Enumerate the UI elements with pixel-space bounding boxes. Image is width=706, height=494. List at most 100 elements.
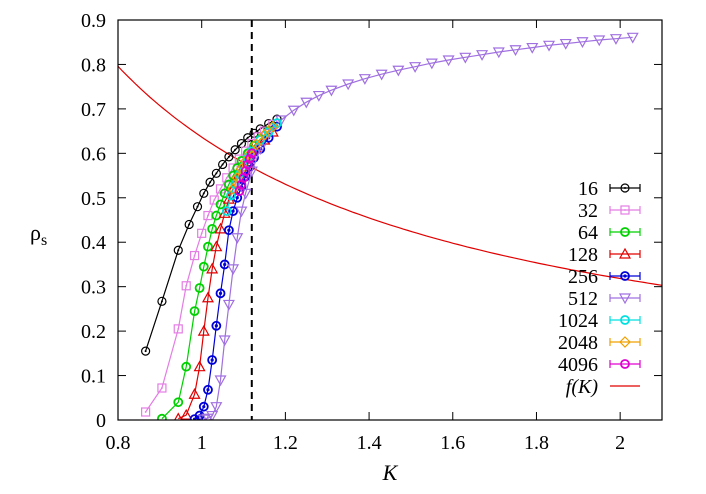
series-256-point bbox=[228, 206, 238, 217]
series-32-point bbox=[189, 250, 200, 261]
series-256-point-dot bbox=[206, 388, 210, 392]
series-32-point-dot bbox=[185, 284, 188, 287]
series-32-point bbox=[197, 228, 207, 238]
series-32-point-dot bbox=[219, 187, 222, 190]
series-512-point bbox=[576, 37, 589, 49]
series-16-point-dot bbox=[177, 249, 180, 252]
series-32-point bbox=[181, 281, 191, 291]
series-16-point-dot bbox=[215, 172, 218, 175]
legend-marker bbox=[620, 359, 630, 369]
series-32-point-dot bbox=[200, 232, 203, 235]
x-tick-label: 1.2 bbox=[273, 432, 298, 454]
plot-area bbox=[118, 20, 662, 420]
series-512-point bbox=[312, 90, 325, 102]
series-64-point bbox=[215, 199, 226, 210]
series-512-point bbox=[542, 40, 556, 52]
series-512-point bbox=[287, 105, 300, 117]
series-16-point-dot bbox=[202, 192, 205, 195]
series-32-point bbox=[173, 324, 183, 334]
series-512-point bbox=[559, 38, 572, 50]
legend-marker bbox=[619, 336, 631, 348]
series-512-point bbox=[459, 52, 472, 64]
series-256-point-dot bbox=[227, 228, 231, 232]
series-16-point-dot bbox=[196, 205, 199, 208]
series-32-point-dot bbox=[193, 254, 196, 257]
series-512-point bbox=[375, 69, 388, 81]
x-tick-label: 0.8 bbox=[106, 432, 131, 454]
series-512-point bbox=[227, 264, 240, 276]
plot-frame bbox=[117, 19, 663, 421]
legend-label: 128 bbox=[568, 244, 598, 266]
series-256-point bbox=[198, 401, 209, 412]
y-tick-label: 0.9 bbox=[81, 10, 106, 32]
x-tick-label: 1.6 bbox=[440, 432, 465, 454]
legend-label: f(K) bbox=[566, 376, 599, 398]
series-256-point bbox=[211, 320, 222, 331]
series-32-point-dot bbox=[225, 176, 228, 179]
series-64-point bbox=[194, 283, 205, 293]
series-256-point-dot bbox=[214, 324, 218, 328]
series-128-point bbox=[210, 240, 223, 252]
series-256-point bbox=[223, 225, 234, 236]
y-tick-label: 0.7 bbox=[81, 99, 106, 121]
legend-marker bbox=[620, 183, 630, 193]
legend-marker bbox=[618, 293, 632, 305]
series-128-point bbox=[218, 207, 231, 218]
series-16-point bbox=[184, 219, 194, 230]
series-64-point bbox=[198, 261, 209, 272]
x-axis-label: K bbox=[382, 460, 399, 485]
legend-label: 4096 bbox=[558, 354, 598, 376]
series-32-point bbox=[209, 195, 219, 205]
legend-marker bbox=[620, 227, 630, 237]
series-16-point-dot bbox=[240, 142, 243, 145]
series-64-point bbox=[181, 361, 192, 372]
y-axis-label: ρs bbox=[30, 220, 47, 249]
legend-marker bbox=[620, 205, 630, 215]
series-1024-point bbox=[221, 206, 232, 217]
series-2048-point bbox=[266, 120, 279, 133]
series-32-point-dot bbox=[144, 411, 147, 413]
series-16-point-dot bbox=[227, 155, 230, 158]
series-512-point bbox=[210, 402, 223, 413]
series-256-point-dot bbox=[223, 262, 227, 267]
series-256-point bbox=[207, 355, 218, 365]
series-256-point bbox=[215, 288, 226, 299]
series-4096-point bbox=[247, 148, 257, 159]
series-512-point bbox=[218, 335, 231, 347]
series-16-point bbox=[192, 202, 203, 212]
series-128-point bbox=[214, 222, 227, 234]
series-512-point bbox=[235, 206, 248, 218]
series-16-point bbox=[211, 168, 221, 178]
series-512-point bbox=[509, 45, 522, 57]
series-32-point bbox=[157, 383, 167, 393]
legend-label: 64 bbox=[578, 222, 598, 244]
y-tick-label: 0.2 bbox=[81, 321, 106, 343]
series-512-point bbox=[626, 32, 639, 44]
series-512-point bbox=[442, 55, 455, 67]
series-16-point bbox=[230, 145, 240, 155]
series-16-point-dot bbox=[188, 223, 191, 226]
x-tick-label: 1.4 bbox=[357, 432, 382, 454]
series-16-point-dot bbox=[246, 136, 249, 139]
series-512-point bbox=[476, 50, 489, 61]
series-128-point bbox=[180, 408, 193, 420]
series-512-point bbox=[231, 233, 244, 245]
legend-label: 256 bbox=[568, 266, 598, 288]
legend-marker-dot bbox=[624, 187, 626, 189]
series-512-point bbox=[492, 47, 505, 59]
y-tick-label: 0 bbox=[96, 410, 106, 432]
series-512-point bbox=[392, 65, 405, 77]
series-512-point bbox=[358, 74, 371, 85]
legend-label: 1024 bbox=[558, 310, 598, 332]
series-32-point-dot bbox=[177, 327, 180, 330]
series-16-point-dot bbox=[144, 350, 147, 353]
series-128-point bbox=[193, 360, 206, 372]
series-16-point-dot bbox=[234, 148, 237, 151]
series-256-point-dot bbox=[235, 196, 239, 200]
series-512-point bbox=[222, 299, 235, 311]
series-512-point bbox=[325, 85, 338, 97]
series-256-point-dot bbox=[218, 291, 223, 295]
series-512-point bbox=[425, 58, 438, 70]
